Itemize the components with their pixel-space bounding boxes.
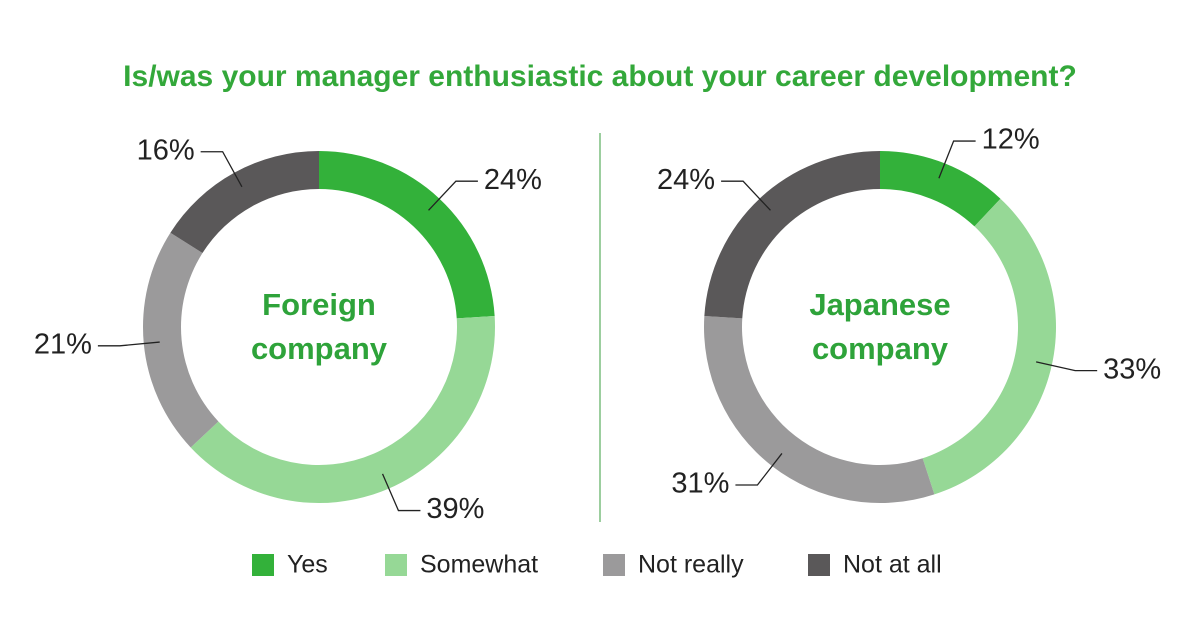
leader-line bbox=[735, 453, 783, 486]
donut-segment bbox=[880, 151, 1001, 227]
donut-title: Foreign company bbox=[250, 287, 388, 366]
chart-title: Is/was your manager enthusiastic about y… bbox=[123, 60, 1077, 93]
leader-line bbox=[200, 151, 243, 188]
donut-segment bbox=[319, 151, 495, 319]
legend-label: Not really bbox=[638, 551, 744, 579]
value-label: 16% bbox=[137, 134, 195, 166]
donut-segment bbox=[922, 198, 1056, 495]
legend-label: Yes bbox=[287, 551, 328, 579]
donut-segment bbox=[190, 315, 495, 504]
legend-label: Not at all bbox=[843, 551, 942, 579]
donut-title: Japanese company bbox=[809, 287, 951, 366]
value-label: 21% bbox=[34, 328, 92, 360]
value-label: 39% bbox=[426, 493, 484, 525]
leader-line bbox=[428, 180, 478, 211]
legend-swatch bbox=[603, 554, 625, 576]
leader-line bbox=[721, 180, 771, 211]
value-label: 24% bbox=[657, 164, 715, 196]
donut-segment bbox=[704, 151, 880, 319]
donut-segment bbox=[170, 151, 319, 254]
value-label: 24% bbox=[484, 164, 542, 196]
donut-segment bbox=[143, 232, 219, 448]
donut-segment bbox=[703, 315, 935, 504]
legend-swatch bbox=[808, 554, 830, 576]
leader-line bbox=[97, 341, 160, 347]
leader-line bbox=[1036, 361, 1098, 372]
legend-swatch bbox=[385, 554, 407, 576]
leader-line bbox=[381, 473, 421, 512]
leader-line bbox=[938, 140, 976, 179]
value-label: 31% bbox=[671, 468, 729, 500]
legend-label: Somewhat bbox=[420, 551, 538, 579]
value-label: 12% bbox=[982, 124, 1040, 156]
legend-swatch bbox=[252, 554, 274, 576]
value-label: 33% bbox=[1103, 353, 1161, 385]
